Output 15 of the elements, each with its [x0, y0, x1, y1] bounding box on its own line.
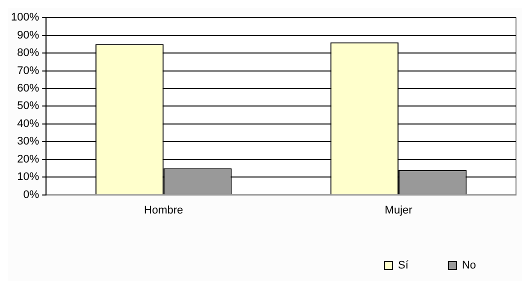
y-tick-label: 70% [17, 64, 40, 77]
y-tick-label: 80% [17, 47, 40, 60]
y-tick-label: 0% [23, 188, 40, 201]
x-tick-label: Hombre [144, 204, 184, 216]
y-tick-label: 40% [17, 118, 40, 130]
y-tick-label: 20% [17, 153, 40, 166]
y-tick-label: 30% [17, 136, 40, 148]
legend-label: Sí [398, 260, 410, 272]
y-tick-label: 50% [17, 100, 40, 112]
y-tick-label: 100% [10, 12, 40, 24]
y-tick-label: 10% [17, 171, 40, 184]
y-tick-label: 90% [17, 29, 40, 42]
y-tick-label: 60% [17, 82, 40, 95]
x-tick-label: Mujer [384, 204, 413, 216]
legend-label: No [462, 260, 476, 272]
